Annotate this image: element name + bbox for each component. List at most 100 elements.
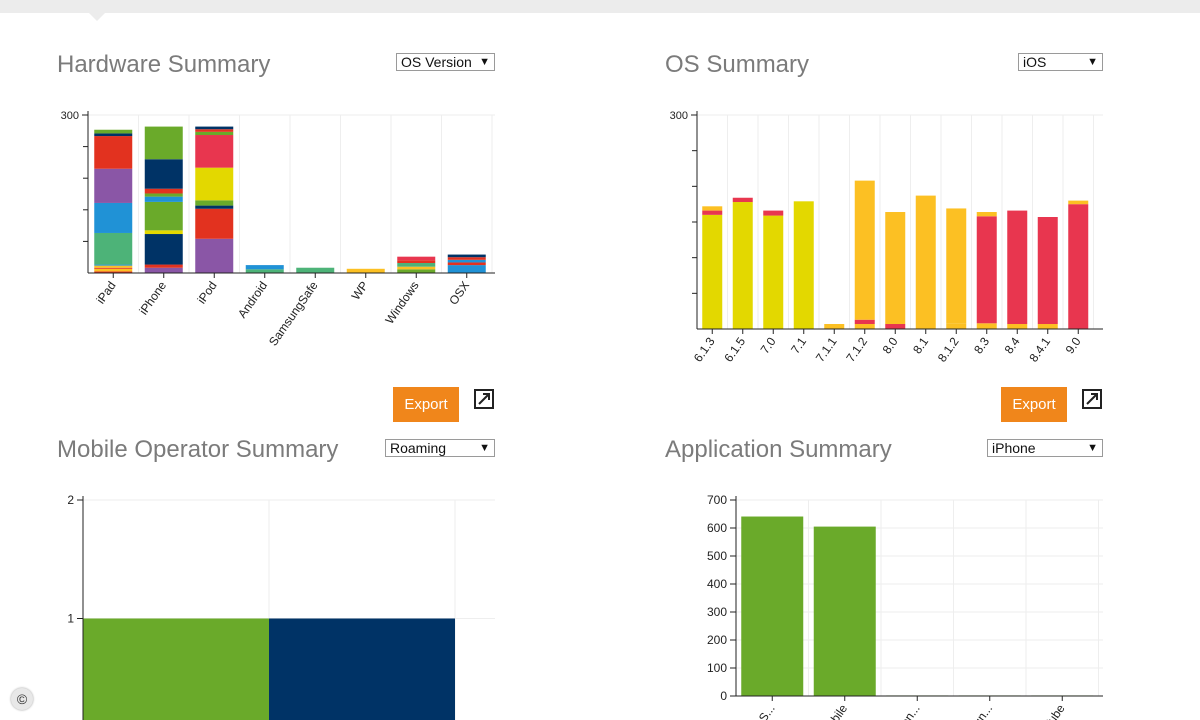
caret-down-icon: ▼ (1087, 442, 1098, 454)
y-tick-label: 400 (707, 577, 727, 591)
hardware-summary-title: Hardware Summary (57, 51, 271, 78)
y-tick-label: 600 (707, 521, 727, 535)
bar-segment (763, 215, 784, 329)
x-tick-label: 8.1 (910, 334, 931, 356)
bar-segment (144, 159, 183, 189)
x-tick-label: 8.3 (971, 334, 992, 356)
bar-segment (793, 201, 814, 329)
x-tick-label: ...n S... (744, 702, 777, 720)
caret-down-icon: ▼ (479, 442, 490, 454)
x-tick-label: 8.1.2 (935, 334, 962, 364)
bar-segment (94, 265, 133, 268)
mobile-operator-filter-select[interactable]: Roaming ▼ (385, 439, 495, 457)
bar-segment (195, 167, 234, 201)
bar-segment (296, 267, 335, 273)
x-tick-label: 9.0 (1063, 334, 1084, 356)
bar-segment (195, 205, 234, 209)
y-tick-label: 300 (670, 110, 688, 122)
bar-segment (447, 265, 486, 273)
x-tick-label: 7.1.1 (813, 334, 840, 364)
bar-segment (976, 323, 997, 329)
hardware-filter-select[interactable]: OS Version ▼ (396, 53, 495, 71)
bar-segment (397, 262, 436, 267)
os-export-button[interactable]: Export (1001, 387, 1067, 422)
bar-segment (195, 200, 234, 206)
bar-segment (94, 267, 133, 269)
os-chart: 300 6.1.3 6.1.5 7.0 7.1 7.1.1 7.1.2 8.0 8.1 8.1.2… (670, 110, 1103, 365)
bar-segment (397, 260, 436, 263)
y-tick-label: 300 (61, 110, 79, 122)
caret-down-icon: ▼ (1087, 56, 1098, 68)
x-tick-label: Windows (382, 279, 421, 327)
bar (813, 526, 876, 696)
bar-segment (94, 264, 133, 266)
bar-segment (915, 195, 936, 329)
bar-segment (195, 131, 234, 136)
bar-segment (447, 254, 486, 258)
x-tick-label: ...un... (965, 702, 996, 720)
bar-segment (144, 126, 183, 160)
bar-segment (195, 129, 234, 132)
bar-segment (397, 269, 436, 273)
x-tick-label: 6.1.3 (691, 334, 718, 364)
expand-icon[interactable] (1082, 389, 1102, 409)
bar-segment (195, 208, 234, 239)
x-tick-label: 8.4.1 (1026, 334, 1053, 364)
bar-segment (447, 259, 486, 263)
x-tick-label: SamsungSafe (266, 278, 321, 348)
bar-segment (976, 212, 997, 217)
x-tick-label: iPhone (136, 278, 169, 317)
x-tick-label: 8.4 (1002, 334, 1023, 356)
hardware-export-button[interactable]: Export (393, 387, 459, 422)
mobile-operator-summary-title: Mobile Operator Summary (57, 436, 339, 463)
os-summary-title: OS Summary (665, 51, 810, 78)
bar-segment (144, 234, 183, 265)
bar-segment (1007, 324, 1028, 329)
bar-segment (346, 268, 385, 273)
application-filter-value: iPhone (992, 440, 1036, 456)
bar-segment (732, 197, 753, 203)
application-summary-title: Application Summary (665, 436, 892, 463)
x-tick-label: 7.0 (758, 334, 779, 356)
top-bar (0, 0, 1200, 13)
application-chart: 0 100 200 300 400 500 600 700 ...n S... ...obile.… (707, 493, 1103, 720)
bar-segment (94, 268, 133, 272)
bar-segment (94, 232, 133, 265)
bar-segment (94, 133, 133, 137)
x-tick-label: 6.1.5 (721, 334, 748, 364)
bar-segment (195, 126, 234, 130)
os-filter-select[interactable]: iOS ▼ (1018, 53, 1103, 71)
bar-segment (854, 319, 875, 325)
bar (269, 618, 455, 720)
y-tick-label: 2 (67, 493, 74, 507)
bar-segment (397, 256, 436, 261)
mobile-operator-filter-value: Roaming (390, 440, 447, 456)
x-tick-label: 7.1.2 (843, 334, 870, 364)
bar-segment (702, 206, 723, 211)
y-tick-label: 0 (720, 689, 727, 703)
bar-segment (702, 210, 723, 215)
y-tick-label: 100 (707, 661, 727, 675)
y-tick-label: 700 (707, 493, 727, 507)
y-tick-label: 300 (707, 605, 727, 619)
x-tick-label: WP (349, 279, 372, 303)
bar-segment (885, 324, 906, 329)
y-tick-label: 200 (707, 633, 727, 647)
bar-segment (702, 214, 723, 329)
bar-segment (144, 267, 183, 273)
x-tick-label: ...ion... (891, 702, 923, 720)
application-filter-select[interactable]: iPhone ▼ (987, 439, 1103, 457)
bar-segment (144, 188, 183, 194)
copyright-badge[interactable]: © (11, 688, 33, 710)
x-tick-label: 7.1 (788, 334, 809, 356)
bar-segment (1037, 324, 1058, 329)
x-tick-label: ...obile (818, 701, 850, 720)
expand-icon[interactable] (474, 389, 494, 409)
x-tick-label: ...Tube (1035, 701, 1068, 720)
bar (83, 618, 269, 720)
bar-segment (447, 257, 486, 260)
bar-segment (824, 324, 845, 329)
bar-segment (245, 269, 284, 273)
os-filter-value: iOS (1023, 54, 1047, 70)
